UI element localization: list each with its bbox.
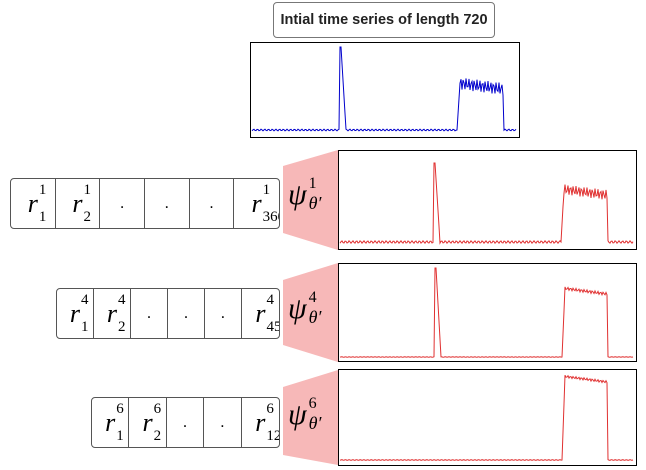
coefficient-index: 1 (81, 318, 89, 335)
reconstruction-panel-level-1 (338, 150, 637, 250)
ellipsis-cell: . (100, 179, 145, 228)
psi-level-1: ψ 1 θ′ (288, 176, 337, 214)
funnel-level-4 (283, 263, 338, 362)
coefficient-index: 45 (266, 318, 280, 335)
funnel-level-1 (283, 150, 338, 250)
reconstruction-plot-level-4 (339, 267, 634, 358)
coefficient-index: 1 (116, 427, 124, 444)
coefficient-level: 6 (116, 400, 124, 417)
reconstruction-panel-level-4 (338, 263, 637, 362)
psi-symbol: ψ (288, 178, 307, 211)
coefficient-index: 2 (153, 427, 162, 444)
psi-level-4: ψ 4 θ′ (288, 290, 337, 328)
coefficient-vector-level-4: r 4 1 r 4 2... r 4 45 (56, 288, 280, 339)
coefficient-index: 2 (83, 208, 92, 225)
coefficient-index: 2 (118, 318, 126, 335)
psi-symbol: ψ (288, 292, 307, 325)
coefficient-cell: r 4 45 (255, 291, 280, 335)
coefficient-level: 6 (266, 400, 274, 417)
ellipsis-cell: . (167, 398, 205, 447)
reconstruction-plot-level-1 (339, 162, 634, 245)
theta-symbol: θ′ (308, 307, 322, 327)
psi-level-label: 1 (308, 175, 317, 192)
coefficient-index: 360 (262, 208, 279, 225)
ellipsis-cell: . (131, 289, 168, 338)
psi-symbol: ψ (288, 398, 307, 431)
coefficient-level: 4 (81, 291, 89, 308)
coefficient-index: 12 (266, 427, 280, 444)
reconstruction-panel-level-6 (338, 369, 637, 466)
reconstruction-line-level-6 (339, 374, 634, 461)
title-text: Intial time series of length 720 (280, 12, 488, 28)
ellipsis-cell: . (190, 179, 235, 228)
coefficient-level: 4 (266, 291, 274, 308)
coefficient-level: 1 (83, 181, 92, 198)
ellipsis-cell: . (145, 179, 190, 228)
reconstruction-plot-level-6 (339, 374, 634, 461)
coefficient-vector-level-6: r 6 1 r 6 2.. r 6 12 (91, 397, 280, 448)
coefficient-index: 1 (38, 208, 47, 225)
theta-symbol: θ′ (308, 193, 322, 213)
reconstruction-line-level-1 (339, 162, 634, 245)
coefficient-level: 1 (38, 181, 47, 198)
ellipsis-cell: . (204, 398, 242, 447)
coefficient-level: 6 (153, 400, 162, 417)
psi-level-label: 4 (308, 289, 317, 306)
coefficient-cell: r 6 12 (255, 400, 280, 444)
original-series-plot (251, 46, 517, 132)
coefficient-level: 1 (262, 181, 271, 198)
theta-symbol: θ′ (308, 413, 322, 433)
original-series-line (251, 46, 517, 132)
reconstruction-line-level-4 (339, 267, 634, 358)
coefficient-cell: r1360 (234, 179, 279, 228)
title-box: Intial time series of length 720 (273, 2, 495, 38)
psi-level-label: 6 (308, 395, 317, 412)
coefficient-level: 4 (118, 291, 126, 308)
ellipsis-cell: . (205, 289, 242, 338)
funnel-level-6 (283, 370, 338, 465)
ellipsis-cell: . (168, 289, 205, 338)
original-series-panel (250, 42, 520, 138)
psi-level-6: ψ 6 θ′ (288, 396, 337, 434)
